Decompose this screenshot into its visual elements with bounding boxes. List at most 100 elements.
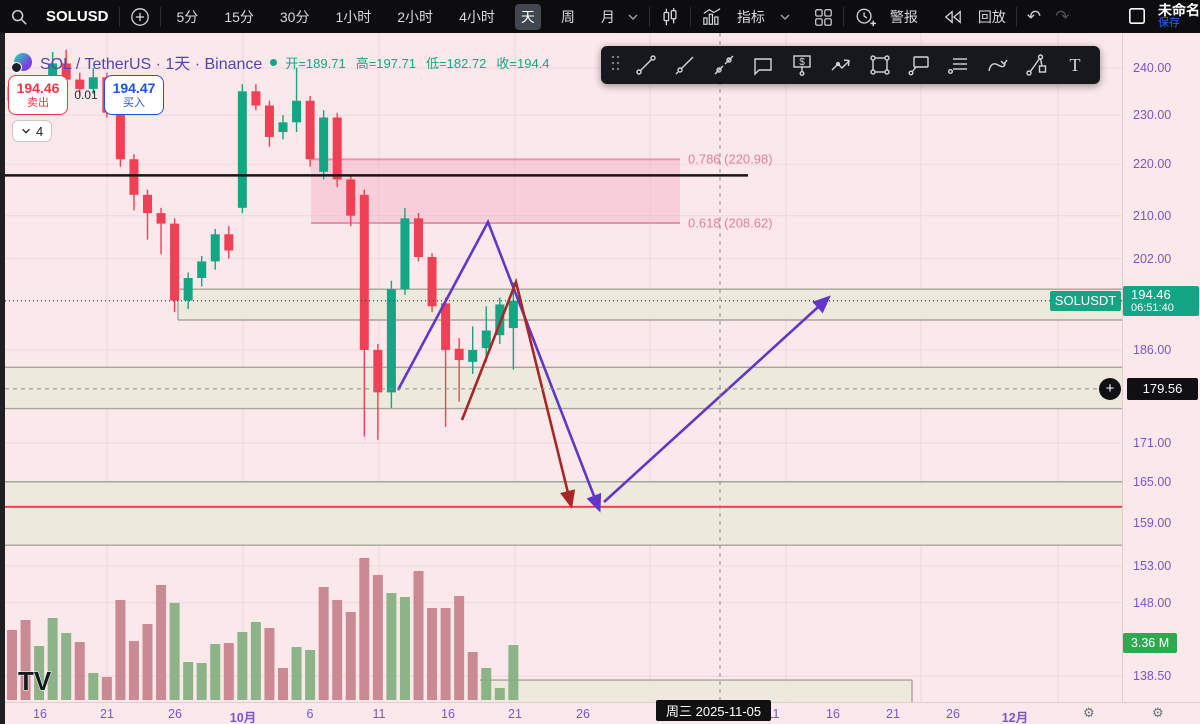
volume-value: 3.36 M [1130,636,1170,650]
time-tick: 21 [100,707,114,721]
time-tick: 10月 [229,711,257,724]
drag-handle[interactable] [611,55,620,76]
price-label-tool-icon[interactable]: $ [787,50,817,80]
trade-panel: 194.46 卖出 0.01 194.47 买入 [8,75,164,115]
price-tick: 186.00 [1133,342,1172,357]
toolbar-separator [689,6,691,27]
alerts-button[interactable]: 警报 [889,8,918,25]
time-tick: 21 [508,707,522,721]
buy-button[interactable]: 194.47 买入 [104,75,164,115]
cross-line-tool-icon[interactable] [709,50,739,80]
collapsed-drawing-sidebar[interactable] [0,33,5,724]
crosshair-date-chip: 周三 2025-11-05 [656,700,772,721]
interval-switcher: 5分 15分 30分 1小时 2小时 4小时 天 周 月 [161,3,631,30]
replay-button[interactable]: 回放 [977,8,1006,25]
search-icon[interactable] [10,8,28,26]
interval-30分[interactable]: 30分 [279,8,310,25]
text-note-tool-icon[interactable] [748,50,778,80]
bar-countdown: 06:51:40 [1131,301,1174,314]
path-tool-icon[interactable] [1021,50,1051,80]
sell-price: 194.46 [16,80,60,97]
interval-1小时[interactable]: 1小时 [335,8,372,25]
undo-icon[interactable]: ↶ [1026,6,1042,26]
interval-周[interactable]: 周 [560,8,575,25]
price-axis[interactable]: 240.00 230.00 220.00 210.00 202.00 186.00 171.… [1122,33,1200,702]
price-tick: 171.00 [1133,435,1172,450]
time-tick: 26 [168,707,182,721]
callout-tool-icon[interactable] [904,50,934,80]
time-tick: 16 [441,707,455,721]
svg-text:TV: TV [18,666,52,696]
drawing-toolbar: $ T [601,46,1100,84]
redo-icon[interactable]: ↷ [1055,6,1070,26]
interval-2小时[interactable]: 2小时 [397,8,434,25]
toolbar-separator [648,6,650,27]
screenshot-icon[interactable] [1128,7,1146,25]
layout-name-block[interactable]: 未命名 保存 [1158,3,1200,29]
svg-text:$: $ [799,57,805,68]
fib-level-label: 0.618 (208.62) [688,215,773,231]
text-tool-icon[interactable]: T [1060,50,1090,80]
last-price-value: 194.46 [1131,286,1171,302]
spread-value: 0.01 [74,88,98,102]
toolbar-separator [159,6,161,27]
parallel-channel-tool-icon[interactable] [943,50,973,80]
price-tick: 202.00 [1133,251,1172,266]
chevron-down-icon[interactable] [779,11,791,23]
timezone-settings-gear-icon[interactable]: ⚙ [1083,705,1095,720]
indicators-icon[interactable] [701,7,723,27]
time-tick: 6 [306,707,314,721]
rectangle-tool-icon[interactable] [865,50,895,80]
indicators-button[interactable]: 指标 [736,8,765,25]
symbol-search-button[interactable]: SOLUSD [46,8,109,25]
sell-button[interactable]: 194.46 卖出 [8,75,68,115]
candle-style-icon[interactable] [660,7,680,27]
add-alert-plus-icon[interactable]: + [1099,377,1121,400]
crosshair-price-value: 179.56 [1142,381,1183,397]
chart-legend: SOL / TetherUS · 1天 · Binance 开=189.71 高… [11,50,550,74]
time-tick: 26 [576,707,590,721]
volume-axis-chip: 3.36 M [1123,633,1177,653]
chevron-down-icon [22,128,30,134]
toolbar-separator [118,6,120,27]
price-tick: 153.00 [1133,558,1172,573]
interval-月[interactable]: 月 [600,8,615,25]
sol-coin-icon [11,53,32,73]
arrow-line-tool-icon[interactable] [826,50,856,80]
last-price-symbol-flag[interactable]: SOLUSDT [1050,290,1121,311]
flag-symbol-text: SOLUSDT [1054,293,1117,309]
interval-15分[interactable]: 15分 [224,8,254,25]
interval-5分[interactable]: 5分 [176,8,199,25]
time-axis[interactable]: 16 21 26 10月 6 11 16 21 26 11 16 21 26 12月 [0,702,1200,724]
trend-line-tool-icon[interactable] [631,50,661,80]
crosshair-date-value: 周三 2025-11-05 [666,704,762,719]
price-tick: 220.00 [1133,157,1172,172]
tradingview-logo[interactable]: TV [16,664,53,701]
price-tick: 230.00 [1133,108,1172,123]
time-tick: 26 [946,707,960,721]
price-tick: 210.00 [1133,208,1172,223]
ray-tool-icon[interactable] [670,50,700,80]
price-tick: 240.00 [1133,61,1172,75]
price-scale-settings-gear-icon[interactable]: ⚙ [1152,705,1164,720]
close-value: 收=194.4 [496,55,550,71]
time-tick: 11 [372,707,386,721]
sell-label: 卖出 [27,96,49,109]
time-tick: 16 [826,707,840,721]
interval-天[interactable]: 天 [514,3,541,30]
compare-add-icon[interactable] [130,7,150,27]
save-button: 保存 [1158,17,1180,30]
crosshair-price-chip: 179.56 [1127,377,1198,400]
brush-tool-icon[interactable] [982,50,1012,80]
layout-grid-icon[interactable] [813,7,833,27]
replay-rewind-icon[interactable] [942,8,964,26]
chevron-down-icon[interactable] [627,11,639,23]
interval-4小时[interactable]: 4小时 [459,8,495,25]
high-value: 高=197.71 [355,55,417,71]
last-price-chip: 194.46 06:51:40 [1123,285,1199,316]
symbol-title[interactable]: SOL / TetherUS · 1天 · Binance [40,56,263,73]
object-tree-badge[interactable]: 4 [12,120,53,142]
open-value: 开=189.71 [285,55,346,71]
alert-clock-icon[interactable] [854,6,876,28]
